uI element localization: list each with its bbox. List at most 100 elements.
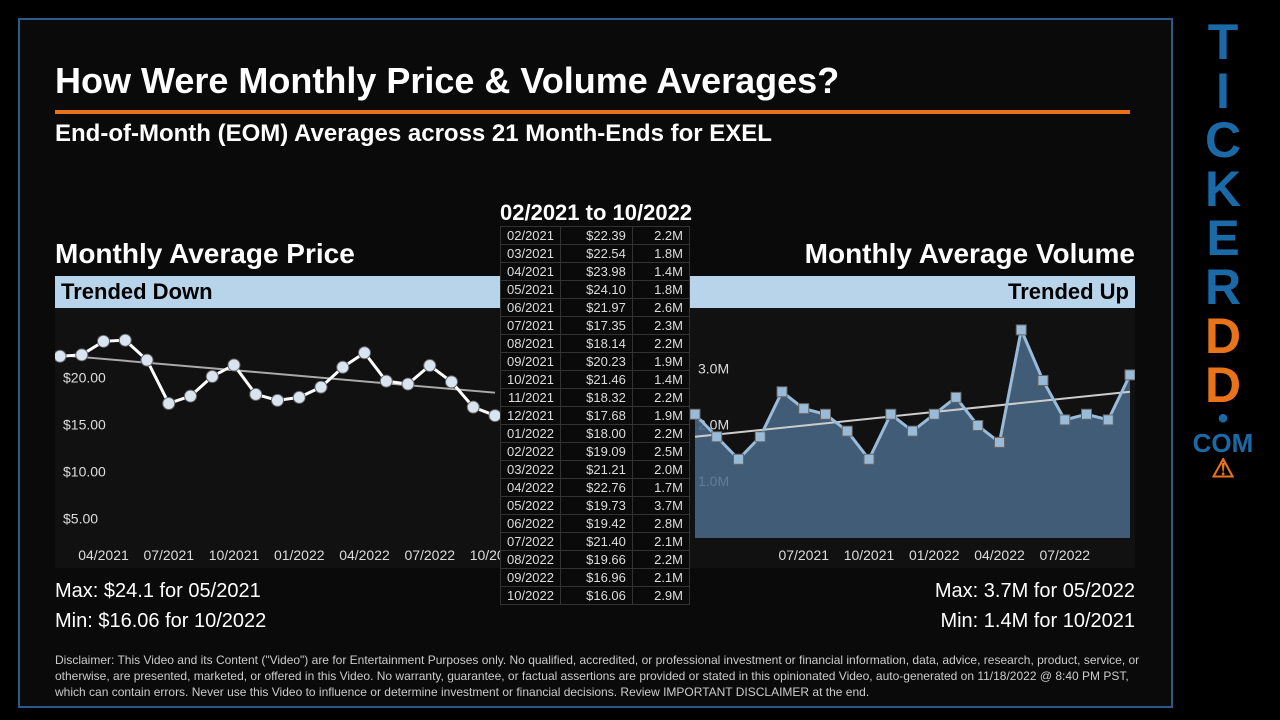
- right-chart-svg: 1.0M2.0M3.0M07/202110/202101/202204/2022…: [690, 308, 1135, 568]
- table-cell: 1.8M: [632, 245, 689, 263]
- svg-text:07/2021: 07/2021: [143, 547, 194, 563]
- brand-dot: •: [1218, 410, 1229, 428]
- title-underline: [55, 110, 1130, 114]
- table-cell: 1.8M: [632, 281, 689, 299]
- table-cell: $18.00: [561, 425, 633, 443]
- left-chart-svg: $5.00$10.00$15.00$20.0004/202107/202110/…: [55, 308, 500, 568]
- table-row: 05/2022$19.733.7M: [501, 497, 690, 515]
- svg-text:$10.00: $10.00: [63, 463, 106, 479]
- data-table: 02/2021$22.392.2M03/2021$22.541.8M04/202…: [500, 226, 690, 605]
- svg-text:01/2022: 01/2022: [909, 547, 960, 563]
- table-cell: $21.21: [561, 461, 633, 479]
- table-cell: $19.66: [561, 551, 633, 569]
- table-cell: 1.7M: [632, 479, 689, 497]
- table-cell: $19.73: [561, 497, 633, 515]
- table-cell: $20.23: [561, 353, 633, 371]
- table-row: 04/2021$23.981.4M: [501, 263, 690, 281]
- table-cell: 07/2021: [501, 317, 561, 335]
- table-cell: 02/2022: [501, 443, 561, 461]
- table-cell: 2.2M: [632, 335, 689, 353]
- svg-text:01/2022: 01/2022: [274, 547, 325, 563]
- table-cell: 2.2M: [632, 389, 689, 407]
- table-row: 09/2021$20.231.9M: [501, 353, 690, 371]
- table-cell: 08/2021: [501, 335, 561, 353]
- svg-text:07/2022: 07/2022: [404, 547, 455, 563]
- table-row: 06/2022$19.422.8M: [501, 515, 690, 533]
- table-row: 08/2021$18.142.2M: [501, 335, 690, 353]
- svg-text:$15.00: $15.00: [63, 417, 106, 433]
- table-cell: 2.0M: [632, 461, 689, 479]
- table-cell: 2.1M: [632, 569, 689, 587]
- svg-text:04/2021: 04/2021: [78, 547, 129, 563]
- table-row: 04/2022$22.761.7M: [501, 479, 690, 497]
- table-cell: 11/2021: [501, 389, 561, 407]
- table-cell: 06/2021: [501, 299, 561, 317]
- table-cell: $22.54: [561, 245, 633, 263]
- left-chart-max: Max: $24.1 for 05/2021: [55, 576, 500, 606]
- table-cell: 05/2021: [501, 281, 561, 299]
- page-title: How Were Monthly Price & Volume Averages…: [55, 60, 1135, 102]
- table-cell: 1.4M: [632, 263, 689, 281]
- right-chart-stats: Max: 3.7M for 05/2022 Min: 1.4M for 10/2…: [690, 576, 1135, 636]
- brand-letter: K: [1205, 165, 1241, 214]
- left-trend-band: Trended Down: [55, 276, 500, 308]
- table-cell: 2.1M: [632, 533, 689, 551]
- table-row: 06/2021$21.972.6M: [501, 299, 690, 317]
- table-cell: 03/2022: [501, 461, 561, 479]
- table-row: 12/2021$17.681.9M: [501, 407, 690, 425]
- table-row: 10/2021$21.461.4M: [501, 371, 690, 389]
- svg-text:10/2021: 10/2021: [209, 547, 260, 563]
- table-cell: 2.6M: [632, 299, 689, 317]
- disclaimer-text: Disclaimer: This Video and its Content (…: [55, 652, 1140, 701]
- svg-text:07/2021: 07/2021: [778, 547, 829, 563]
- table-cell: 2.2M: [632, 425, 689, 443]
- table-row: 03/2021$22.541.8M: [501, 245, 690, 263]
- table-cell: $24.10: [561, 281, 633, 299]
- table-cell: 1.9M: [632, 353, 689, 371]
- warning-icon: ⚠: [1211, 459, 1234, 477]
- table-cell: $16.96: [561, 569, 633, 587]
- table-cell: 09/2022: [501, 569, 561, 587]
- table-cell: 3.7M: [632, 497, 689, 515]
- table-cell: $18.14: [561, 335, 633, 353]
- left-chart-title: Monthly Average Price: [55, 238, 500, 270]
- table-cell: 2.9M: [632, 587, 689, 605]
- table-cell: 10/2022: [501, 587, 561, 605]
- svg-text:10/2022: 10/2022: [470, 547, 500, 563]
- brand-letter: I: [1216, 67, 1230, 116]
- svg-text:3.0M: 3.0M: [698, 360, 729, 376]
- table-cell: 10/2021: [501, 371, 561, 389]
- table-cell: $19.42: [561, 515, 633, 533]
- table-cell: $22.39: [561, 227, 633, 245]
- svg-text:10/2021: 10/2021: [844, 547, 895, 563]
- table-cell: 01/2022: [501, 425, 561, 443]
- brand-letter: C: [1205, 116, 1241, 165]
- table-row: 02/2022$19.092.5M: [501, 443, 690, 461]
- date-range-label: 02/2021 to 10/2022: [500, 200, 692, 226]
- table-cell: $21.97: [561, 299, 633, 317]
- table-cell: $21.40: [561, 533, 633, 551]
- table-row: 11/2021$18.322.2M: [501, 389, 690, 407]
- table-cell: $17.68: [561, 407, 633, 425]
- table-cell: 07/2022: [501, 533, 561, 551]
- table-cell: 2.5M: [632, 443, 689, 461]
- table-cell: 1.9M: [632, 407, 689, 425]
- left-chart-stats: Max: $24.1 for 05/2021 Min: $16.06 for 1…: [55, 576, 500, 636]
- header-block: How Were Monthly Price & Volume Averages…: [55, 60, 1135, 148]
- right-chart-max: Max: 3.7M for 05/2022: [690, 576, 1135, 606]
- table-cell: 03/2021: [501, 245, 561, 263]
- table-row: 08/2022$19.662.2M: [501, 551, 690, 569]
- svg-text:$5.00: $5.00: [63, 510, 98, 526]
- right-chart-min: Min: 1.4M for 10/2021: [690, 606, 1135, 636]
- left-chart-min: Min: $16.06 for 10/2022: [55, 606, 500, 636]
- table-cell: $18.32: [561, 389, 633, 407]
- table-cell: 04/2022: [501, 479, 561, 497]
- page-subtitle: End-of-Month (EOM) Averages across 21 Mo…: [55, 120, 1135, 148]
- right-trend-label: Trended Up: [1008, 279, 1129, 305]
- brand-sidebar: TICKERDD•COM⚠: [1188, 18, 1258, 708]
- table-row: 09/2022$16.962.1M: [501, 569, 690, 587]
- svg-text:04/2022: 04/2022: [339, 547, 390, 563]
- table-cell: $22.76: [561, 479, 633, 497]
- table-cell: 05/2022: [501, 497, 561, 515]
- table-row: 10/2022$16.062.9M: [501, 587, 690, 605]
